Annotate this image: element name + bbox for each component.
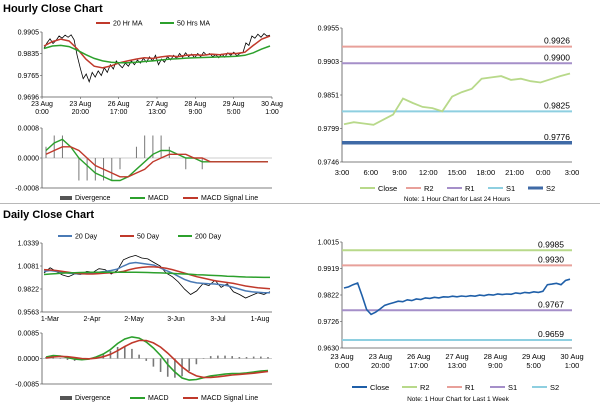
hourly-levels-ytick-label: 0.9955 — [318, 26, 340, 33]
daily-levels-ytick-label: 0.9919 — [318, 266, 340, 273]
daily-price-xtick-label: 3-Jun — [167, 316, 185, 323]
hourly-macd-legend-label: Divergence — [75, 195, 111, 202]
daily-macd-legend-label: MACD — [148, 395, 169, 402]
daily-levels-level-label: 0.9985 — [538, 239, 564, 249]
daily-levels-xtick-label: 30 Aug 1:00 — [560, 352, 583, 370]
hourly-levels-note: Note: 1 Hour Chart for Last 24 Hours — [404, 196, 511, 203]
hourly-macd-ytick-label: 0.0008 — [18, 126, 40, 133]
daily-price-xtick-label: 3-Jul — [210, 316, 226, 323]
hourly-levels-level-label: 0.9926 — [544, 36, 570, 46]
hourly-price-xtick-label: 26 Aug 17:00 — [108, 101, 130, 116]
daily-levels-ytick-label: 0.9630 — [318, 346, 340, 353]
hourly-levels-xtick-label: 3:00 — [335, 168, 350, 177]
hourly-price-ytick-label: 0.9765 — [18, 73, 40, 80]
daily-levels-xtick-label: 23 Aug 20:00 — [369, 352, 392, 370]
hourly-price-legend-label: 20 Hr MA — [113, 21, 143, 28]
hourly-price-ytick-label: 0.9696 — [18, 95, 40, 102]
daily-macd-series-line — [45, 336, 269, 381]
hourly-levels-legend-label: Close — [378, 184, 397, 193]
hourly-price-series-line — [43, 35, 271, 69]
daily-levels-legend-label: Close — [370, 383, 389, 392]
hourly-levels-close-line — [343, 72, 571, 126]
daily-price-xtick-label: 2-Apr — [83, 316, 101, 323]
hourly-macd-ytick-label: -0.0008 — [15, 186, 39, 193]
daily-levels-ytick-label: 0.9822 — [318, 293, 340, 300]
daily-levels-close-line — [343, 278, 571, 316]
hourly-section-title: Hourly Close Chart — [3, 3, 103, 15]
daily-levels-legend-label: R1 — [465, 383, 475, 392]
daily-macd-ytick-label: 0.0000 — [18, 356, 40, 363]
daily-price-legend-label: 50 Day — [137, 234, 160, 241]
daily-levels-note: Note: 1 Hour Chart for Last 1 Week — [407, 396, 510, 403]
daily-macd-ytick-label: 0.0085 — [18, 331, 40, 338]
hourly-levels-xtick-label: 9:00 — [392, 168, 407, 177]
daily-macd-legend-label: Divergence — [75, 395, 111, 402]
daily-levels-xtick-label: 27 Aug 13:00 — [445, 352, 468, 370]
daily-macd-legend-label: MACD Signal Line — [201, 395, 258, 402]
daily-levels-level-label: 0.9930 — [538, 254, 564, 264]
hourly-macd-ytick-label: 0.0000 — [18, 156, 40, 163]
hourly-price-xtick-label: 27 Aug 13:00 — [146, 101, 168, 116]
hourly-levels-legend-label: S2 — [546, 184, 555, 193]
daily-levels-xtick-label: 28 Aug 9:00 — [484, 352, 507, 370]
daily-macd-legend-swatch — [60, 396, 72, 400]
daily-price-legend-label: 20 Day — [75, 234, 98, 241]
hourly-price-ytick-label: 0.9905 — [18, 30, 40, 37]
hourly-price-series-line — [43, 44, 271, 64]
hourly-levels-xtick-label: 18:00 — [476, 168, 495, 177]
daily-macd-ytick-label: -0.0085 — [15, 382, 39, 389]
daily-price-ytick-label: 0.9563 — [18, 310, 40, 317]
hourly-price-xtick-label: 28 Aug 9:00 — [184, 101, 206, 116]
hourly-price-xtick-label: 29 Aug 5:00 — [223, 101, 245, 116]
daily-levels-xtick-label: 26 Aug 17:00 — [407, 352, 430, 370]
daily-price-ytick-label: 0.9822 — [18, 287, 40, 294]
hourly-levels-level-label: 0.9776 — [544, 132, 570, 142]
hourly-price-ytick-label: 0.9835 — [18, 51, 40, 58]
hourly-levels-ytick-label: 0.9851 — [318, 93, 340, 100]
hourly-price-xtick-label: 23 Aug 20:00 — [69, 101, 91, 116]
hourly-levels-legend-label: R2 — [424, 184, 434, 193]
daily-levels-xtick-label: 29 Aug 5:00 — [522, 352, 545, 370]
daily-levels-xtick-label: 23 Aug 0:00 — [330, 352, 353, 370]
daily-price-series-line — [43, 266, 271, 290]
hourly-price-xtick-label: 30 Aug 1:00 — [261, 101, 283, 116]
daily-levels-legend-label: S1 — [508, 383, 517, 392]
hourly-price-xtick-label: 23 Aug 0:00 — [31, 101, 53, 116]
hourly-levels-xtick-label: 12:00 — [419, 168, 438, 177]
daily-levels-level-label: 0.9767 — [538, 299, 564, 309]
daily-price-legend-label: 200 Day — [195, 234, 222, 241]
daily-macd-series-line — [45, 339, 269, 379]
hourly-levels-xtick-label: 15:00 — [448, 168, 467, 177]
hourly-levels-xtick-label: 3:00 — [565, 168, 580, 177]
hourly-levels-xtick-label: 21:00 — [505, 168, 524, 177]
daily-levels-legend-label: R2 — [420, 383, 430, 392]
daily-price-xtick-label: 2-May — [124, 316, 144, 323]
hourly-levels-level-label: 0.9900 — [544, 52, 570, 62]
daily-price-ytick-label: 1.0339 — [18, 241, 40, 248]
daily-price-series-line — [43, 271, 270, 279]
daily-levels-ytick-label: 0.9726 — [318, 319, 340, 326]
hourly-levels-xtick-label: 6:00 — [363, 168, 378, 177]
daily-price-xtick-label: 1-Aug — [251, 316, 270, 323]
hourly-macd-legend-label: MACD — [148, 195, 169, 202]
hourly-levels-ytick-label: 0.9903 — [318, 59, 340, 66]
hourly-macd-legend-label: MACD Signal Line — [201, 195, 258, 202]
hourly-levels-legend-label: S1 — [506, 184, 515, 193]
hourly-levels-ytick-label: 0.9799 — [318, 126, 340, 133]
daily-levels-level-label: 0.9659 — [538, 329, 564, 339]
hourly-price-legend-label: 50 Hrs MA — [177, 21, 210, 28]
hourly-macd-series-line — [45, 146, 268, 178]
section-divider — [0, 203, 600, 204]
daily-price-xtick-label: 1-Mar — [41, 316, 60, 323]
hourly-levels-legend-label: R1 — [465, 184, 475, 193]
hourly-levels-level-label: 0.9825 — [544, 100, 570, 110]
hourly-levels-ytick-label: 0.9746 — [318, 160, 340, 167]
hourly-macd-legend-swatch — [60, 196, 72, 200]
daily-levels-legend-label: S2 — [550, 383, 559, 392]
daily-price-ytick-label: 1.0081 — [18, 264, 40, 271]
daily-levels-ytick-label: 1.0015 — [318, 240, 340, 247]
hourly-levels-xtick-label: 0:00 — [536, 168, 551, 177]
daily-section-title: Daily Close Chart — [3, 209, 95, 221]
